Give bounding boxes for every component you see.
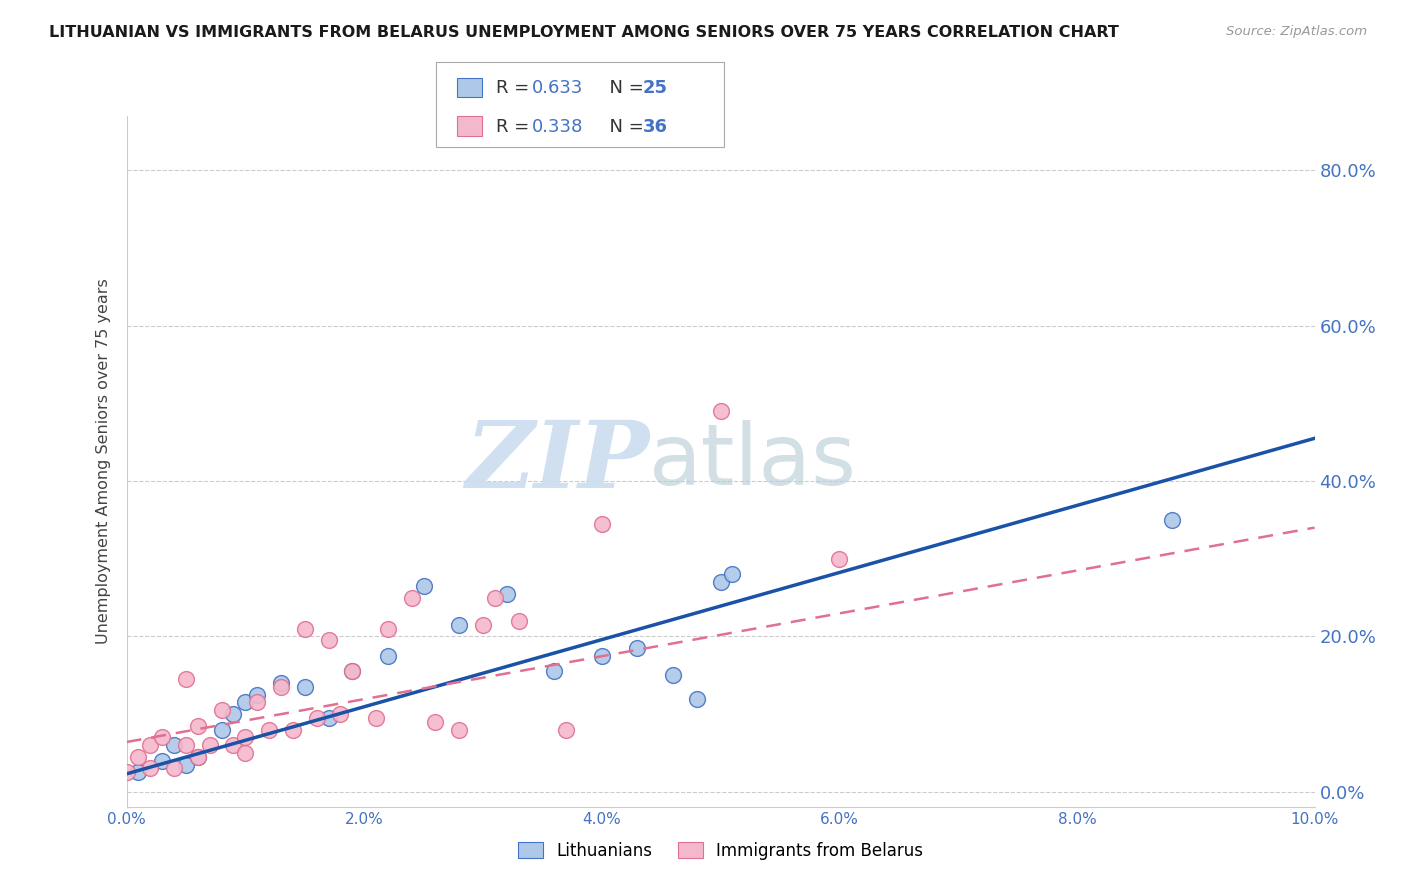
Point bbox=[187, 749, 209, 764]
Point bbox=[150, 754, 173, 768]
Point bbox=[233, 746, 256, 760]
Text: 25: 25 bbox=[643, 79, 668, 97]
Legend: Lithuanians, Immigrants from Belarus: Lithuanians, Immigrants from Belarus bbox=[510, 833, 931, 868]
Point bbox=[709, 404, 731, 418]
Text: atlas: atlas bbox=[650, 420, 858, 503]
Point bbox=[508, 614, 530, 628]
Point bbox=[174, 738, 197, 752]
Point bbox=[233, 695, 256, 709]
Point bbox=[591, 516, 613, 531]
Point bbox=[377, 648, 399, 663]
Point bbox=[555, 723, 578, 737]
Point bbox=[401, 591, 423, 605]
Point bbox=[318, 711, 340, 725]
Point bbox=[294, 680, 316, 694]
Point bbox=[187, 719, 209, 733]
Text: R =: R = bbox=[496, 118, 536, 136]
Point bbox=[246, 695, 269, 709]
Y-axis label: Unemployment Among Seniors over 75 years: Unemployment Among Seniors over 75 years bbox=[96, 278, 111, 645]
Point bbox=[127, 749, 149, 764]
Text: Source: ZipAtlas.com: Source: ZipAtlas.com bbox=[1226, 25, 1367, 38]
Point bbox=[662, 668, 685, 682]
Point bbox=[222, 738, 245, 752]
Point bbox=[150, 731, 173, 745]
Point bbox=[174, 757, 197, 772]
Point bbox=[174, 672, 197, 686]
Point bbox=[163, 738, 186, 752]
Point bbox=[329, 707, 352, 722]
Point bbox=[342, 665, 364, 679]
Point bbox=[721, 567, 744, 582]
Text: R =: R = bbox=[496, 79, 536, 97]
Point bbox=[257, 723, 280, 737]
Point bbox=[377, 622, 399, 636]
Point bbox=[828, 551, 851, 566]
Point bbox=[471, 617, 495, 632]
Point bbox=[305, 711, 328, 725]
Text: N =: N = bbox=[598, 118, 650, 136]
Point bbox=[127, 765, 149, 780]
Point bbox=[709, 574, 731, 589]
Point bbox=[449, 617, 471, 632]
Point bbox=[246, 688, 269, 702]
Point bbox=[198, 738, 221, 752]
Point bbox=[484, 591, 506, 605]
Point bbox=[270, 676, 292, 690]
Point bbox=[686, 691, 709, 706]
Point bbox=[425, 714, 447, 729]
Point bbox=[139, 738, 162, 752]
Text: 36: 36 bbox=[643, 118, 668, 136]
Point bbox=[222, 707, 245, 722]
Point bbox=[270, 680, 292, 694]
Point bbox=[211, 703, 233, 717]
Point bbox=[163, 761, 186, 775]
Point bbox=[211, 723, 233, 737]
Point bbox=[449, 723, 471, 737]
Text: 0.338: 0.338 bbox=[531, 118, 583, 136]
Point bbox=[139, 761, 162, 775]
Point bbox=[233, 731, 256, 745]
Text: LITHUANIAN VS IMMIGRANTS FROM BELARUS UNEMPLOYMENT AMONG SENIORS OVER 75 YEARS C: LITHUANIAN VS IMMIGRANTS FROM BELARUS UN… bbox=[49, 25, 1119, 40]
Point bbox=[281, 723, 304, 737]
Point bbox=[626, 640, 648, 655]
Point bbox=[187, 749, 209, 764]
Point bbox=[412, 579, 434, 593]
Point bbox=[115, 765, 138, 780]
Point bbox=[1161, 513, 1184, 527]
Point bbox=[591, 648, 613, 663]
Point bbox=[364, 711, 387, 725]
Point bbox=[318, 633, 340, 648]
Point bbox=[294, 622, 316, 636]
Text: N =: N = bbox=[598, 79, 650, 97]
Text: 0.633: 0.633 bbox=[531, 79, 583, 97]
Point bbox=[543, 665, 565, 679]
Point bbox=[342, 665, 364, 679]
Point bbox=[495, 587, 517, 601]
Text: ZIP: ZIP bbox=[465, 417, 650, 507]
